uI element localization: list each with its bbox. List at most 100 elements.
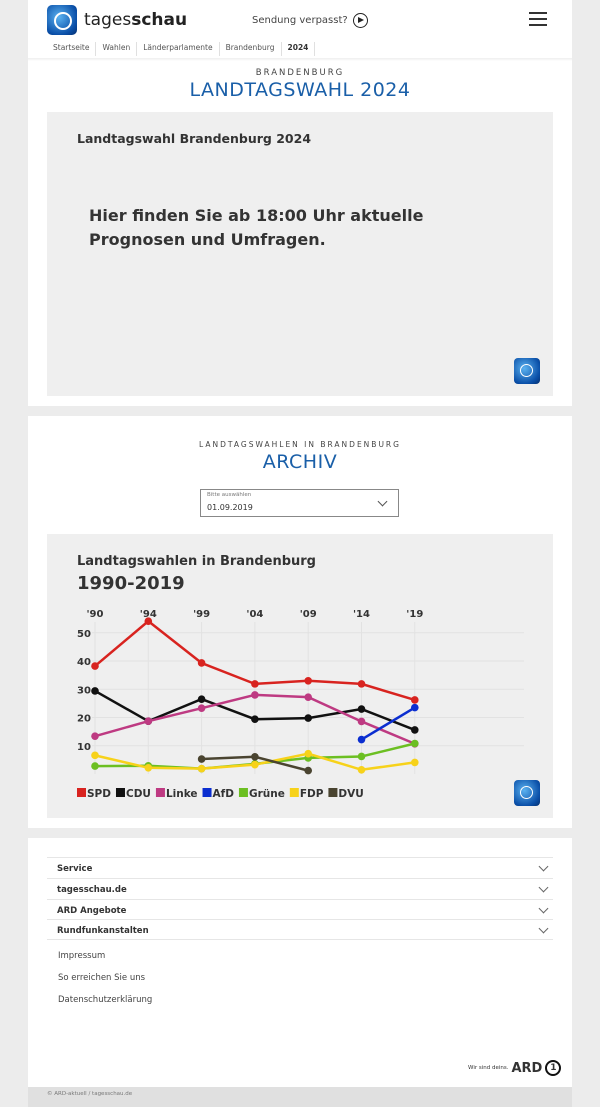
archive-kicker: LANDTAGSWAHLEN IN BRANDENBURG — [199, 440, 401, 449]
data-point-spd — [91, 662, 99, 670]
y-tick-label: 10 — [77, 742, 91, 753]
chart-panel: Landtagswahlen in Brandenburg 1990-2019 … — [47, 534, 553, 818]
legend-label-grüne: Grüne — [249, 788, 285, 800]
data-point-dvu — [197, 755, 206, 763]
chart-title: Landtagswahlen in Brandenburg — [77, 554, 316, 569]
x-tick-label: '14 — [353, 609, 370, 620]
section-label: Rundfunkanstalten — [57, 926, 149, 936]
y-tick-label: 20 — [77, 714, 91, 725]
x-tick-label: '09 — [300, 609, 317, 620]
data-point-cdu — [91, 687, 99, 695]
link-impressum[interactable]: Impressum — [58, 951, 106, 961]
x-tick-label: '90 — [87, 609, 104, 620]
tagesschau-logo-icon — [514, 358, 540, 384]
data-point-cdu — [304, 714, 313, 722]
select-value: 01.09.2019 — [207, 503, 253, 512]
footer-section-rundfunkanstalten[interactable]: Rundfunkanstalten — [47, 919, 553, 940]
data-point-cdu — [251, 715, 259, 723]
data-point-fdp — [304, 749, 313, 758]
y-tick-label: 40 — [77, 657, 91, 668]
hero-kicker: BRANDENBURG — [255, 68, 345, 78]
breadcrumb-2024: 2024 — [282, 42, 316, 56]
sendung-verpasst-link[interactable]: Sendung verpasst? — [252, 13, 368, 28]
legend-swatch-cdu — [115, 788, 125, 797]
data-point-fdp — [411, 758, 419, 767]
data-point-afd — [411, 703, 419, 712]
chevron-down-icon — [377, 496, 388, 507]
data-point-linke — [357, 717, 366, 726]
data-point-fdp — [144, 763, 153, 772]
legend-swatch-grüne — [238, 788, 248, 797]
breadcrumb-wahlen[interactable]: Wahlen — [96, 42, 138, 56]
archive-title: ARCHIV — [262, 451, 338, 473]
section-label: Service — [57, 864, 93, 874]
data-point-grüne — [411, 739, 419, 748]
chart-subtitle: 1990-2019 — [77, 573, 185, 594]
legend-label-cdu: CDU — [126, 788, 151, 800]
data-point-spd — [144, 617, 153, 625]
x-tick-label: '19 — [406, 609, 423, 620]
footer-section-service[interactable]: Service — [47, 857, 553, 878]
page-title: LANDTAGSWAHL 2024 — [189, 79, 411, 101]
breadcrumb-brandenburg[interactable]: Brandenburg — [220, 42, 282, 56]
legend-label-linke: Linke — [166, 788, 198, 800]
legend-swatch-dvu — [328, 788, 338, 797]
data-point-spd — [304, 676, 313, 685]
y-tick-label: 50 — [77, 629, 91, 640]
x-tick-label: '94 — [140, 609, 157, 620]
promo-panel: Landtagswahl Brandenburg 2024 Hier finde… — [47, 112, 553, 396]
series-line-afd — [360, 706, 416, 741]
link-kontakt[interactable]: So erreichen Sie uns — [58, 973, 146, 983]
footer-section-ard-angebote[interactable]: ARD Angebote — [47, 899, 553, 920]
data-point-cdu — [197, 695, 206, 703]
chevron-down-icon — [538, 903, 549, 914]
data-point-grüne — [91, 762, 99, 770]
tagesschau-logo-icon — [514, 780, 540, 806]
menu-icon[interactable] — [529, 12, 547, 26]
chevron-down-icon — [538, 882, 549, 893]
promo-text: Hier finden Sie ab 18:00 Uhr aktuelle Pr… — [89, 206, 424, 249]
data-point-fdp — [251, 760, 259, 769]
section-label: ARD Angebote — [57, 906, 127, 916]
data-point-cdu — [411, 726, 419, 734]
chevron-down-icon — [538, 861, 549, 872]
data-point-fdp — [357, 765, 366, 774]
date-select[interactable]: Bitte auswählen 01.09.2019 — [200, 489, 399, 517]
ard-logo[interactable]: Wir sind deins. ARD 1 — [468, 1060, 562, 1076]
data-point-grüne — [357, 752, 366, 761]
archive-card: LANDTAGSWAHLEN IN BRANDENBURG ARCHIV Bit… — [28, 416, 572, 828]
ard-one-icon: 1 — [545, 1060, 562, 1076]
data-point-dvu — [251, 752, 259, 761]
breadcrumb: Startseite Wahlen Länderparlamente Brand… — [47, 42, 316, 56]
chevron-down-icon — [538, 923, 549, 934]
x-tick-label: '99 — [193, 609, 210, 620]
legend-label-spd: SPD — [87, 788, 111, 800]
link-datenschutz[interactable]: Datenschutzerklärung — [58, 995, 153, 1005]
data-point-linke — [251, 691, 259, 699]
legend-label-afd: AfD — [213, 788, 235, 800]
data-point-afd — [357, 735, 366, 744]
legend-swatch-spd — [77, 788, 86, 797]
brand-light: tages — [84, 10, 132, 30]
brand-name[interactable]: tagesschau — [84, 10, 187, 30]
data-point-linke — [144, 717, 153, 725]
ard-slogan: Wir sind deins. — [468, 1065, 509, 1071]
copyright: © ARD-aktuell / tagesschau.de — [28, 1087, 572, 1107]
line-chart: Landtagswahlen in Brandenburg 1990-2019 … — [77, 554, 524, 800]
promo-title: Landtagswahl Brandenburg 2024 — [77, 131, 312, 146]
legend-label-fdp: FDP — [300, 788, 324, 800]
section-label: tagesschau.de — [57, 885, 127, 895]
tagesschau-logo-icon[interactable] — [47, 5, 77, 35]
data-point-dvu — [304, 766, 313, 775]
breadcrumb-startseite[interactable]: Startseite — [47, 42, 97, 56]
data-point-linke — [91, 732, 99, 740]
data-point-spd — [251, 680, 259, 688]
breadcrumb-laenderparlamente[interactable]: Länderparlamente — [137, 42, 220, 56]
select-label: Bitte auswählen — [207, 492, 252, 498]
footer-section-tagesschau[interactable]: tagesschau.de — [47, 878, 553, 899]
data-point-spd — [357, 680, 366, 688]
data-point-fdp — [197, 764, 206, 773]
sendung-label: Sendung verpasst? — [252, 15, 348, 26]
footer: Service tagesschau.de ARD Angebote Rundf… — [28, 838, 572, 1087]
ard-wordmark: ARD — [511, 1060, 543, 1076]
